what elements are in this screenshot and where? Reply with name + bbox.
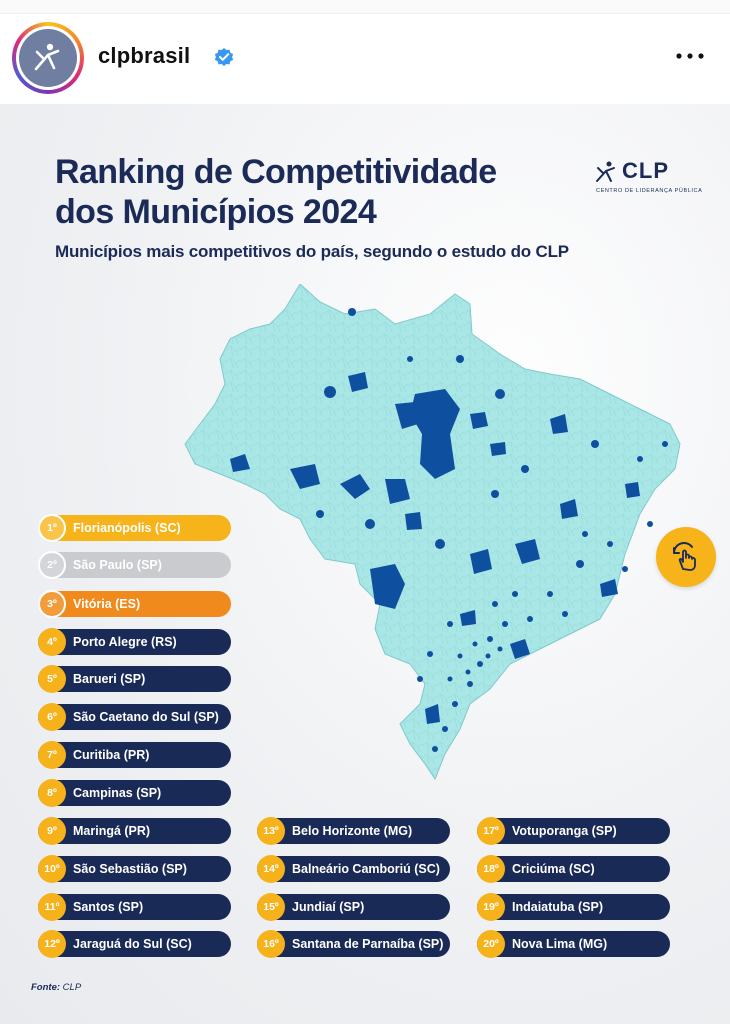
rank-badge: 3º — [38, 590, 66, 618]
municipality-name: Santana de Parnaíba (SP) — [292, 937, 444, 951]
rank-badge: 6º — [38, 703, 66, 731]
avatar — [19, 29, 77, 87]
municipality-name: São Sebastião (SP) — [73, 862, 187, 876]
ranking-item-9: 9º Maringá (PR) — [38, 817, 231, 845]
ranking-item-8: 8º Campinas (SP) — [38, 779, 231, 807]
municipality-name: Belo Horizonte (MG) — [292, 824, 413, 838]
municipality-name: Criciúma (SC) — [512, 862, 595, 876]
ranking-item-6: 6º São Caetano do Sul (SP) — [38, 703, 231, 731]
account-username[interactable]: clpbrasil — [98, 43, 191, 68]
municipality-name: Jaraguá do Sul (SC) — [73, 937, 192, 951]
verified-badge-icon — [214, 48, 234, 66]
rank-badge: 16º — [257, 930, 285, 958]
rank-badge: 12º — [38, 930, 66, 958]
rank-badge: 8º — [38, 779, 66, 807]
rank-badge: 5º — [38, 665, 66, 693]
rank-badge: 20º — [477, 930, 505, 958]
ranking-item-18: 18º Criciúma (SC) — [477, 855, 670, 883]
ranking-item-2: 2º São Paulo (SP) — [38, 551, 231, 579]
post-image[interactable]: Ranking de Competitividade dos Município… — [0, 104, 730, 1024]
more-options-icon — [676, 53, 704, 59]
rank-badge: 13º — [257, 817, 285, 845]
ranking-item-3: 3º Vitória (ES) — [38, 590, 231, 618]
municipality-name: São Paulo (SP) — [73, 558, 162, 572]
clp-logo: CLP CENTRO DE LIDERANÇA PÚBLICA — [594, 158, 704, 204]
source-credit: Fonte: CLP — [31, 982, 81, 993]
rank-badge: 7º — [38, 741, 66, 769]
title-line-2: dos Municípios 2024 — [55, 193, 377, 231]
rank-badge: 1º — [38, 514, 66, 542]
swipe-hand-icon — [673, 542, 696, 571]
ranking-item-4: 4º Porto Alegre (RS) — [38, 628, 231, 656]
municipality-name: Jundiaí (SP) — [292, 900, 365, 914]
ranking-item-10: 10º São Sebastião (SP) — [38, 855, 231, 883]
ranking-item-16: 16º Santana de Parnaíba (SP) — [257, 930, 450, 958]
ranking-item-19: 19º Indaiatuba (SP) — [477, 893, 670, 921]
post-subtitle: Municípios mais competitivos do país, se… — [55, 242, 569, 261]
clp-avatar-logo-icon — [34, 43, 60, 71]
post-title: Ranking de Competitividade dos Município… — [55, 152, 575, 232]
source-label: Fonte: — [31, 982, 61, 993]
municipality-name: Barueri (SP) — [73, 672, 146, 686]
ranking-item-5: 5º Barueri (SP) — [38, 665, 231, 693]
ranking-item-15: 15º Jundiaí (SP) — [257, 893, 450, 921]
swipe-hint-button[interactable] — [656, 527, 716, 587]
highlighted-municipalities — [230, 308, 668, 752]
rank-badge: 19º — [477, 893, 505, 921]
top-status-strip — [0, 0, 730, 14]
rank-badge: 10º — [38, 855, 66, 883]
municipality-name: Florianópolis (SC) — [73, 521, 181, 535]
ranking-item-13: 13º Belo Horizonte (MG) — [257, 817, 450, 845]
ranking-item-7: 7º Curitiba (PR) — [38, 741, 231, 769]
municipality-name: Porto Alegre (RS) — [73, 635, 177, 649]
avatar-story-ring[interactable] — [12, 22, 84, 94]
rank-badge: 9º — [38, 817, 66, 845]
ranking-item-14: 14º Balneário Camboriú (SC) — [257, 855, 450, 883]
ranking-item-11: 11º Santos (SP) — [38, 893, 231, 921]
rank-badge: 2º — [38, 551, 66, 579]
ranking-item-1: 1º Florianópolis (SC) — [38, 514, 231, 542]
title-line-1: Ranking de Competitividade — [55, 153, 497, 191]
rank-badge: 15º — [257, 893, 285, 921]
municipality-name: Campinas (SP) — [73, 786, 162, 800]
municipality-name: Vitória (ES) — [73, 597, 141, 611]
rank-badge: 17º — [477, 817, 505, 845]
source-value: CLP — [62, 982, 82, 993]
ranking-item-20: 20º Nova Lima (MG) — [477, 930, 670, 958]
rank-badge: 14º — [257, 855, 285, 883]
municipality-name: São Caetano do Sul (SP) — [73, 710, 219, 724]
rank-badge: 18º — [477, 855, 505, 883]
clp-figure-icon — [596, 161, 615, 182]
municipality-name: Curitiba (PR) — [73, 748, 150, 762]
municipality-name: Nova Lima (MG) — [512, 937, 608, 951]
rank-badge: 4º — [38, 628, 66, 656]
municipality-name: Balneário Camboriú (SC) — [292, 862, 440, 876]
municipality-name: Votuporanga (SP) — [512, 824, 617, 838]
rank-badge: 11º — [38, 893, 66, 921]
more-options-button[interactable] — [670, 42, 710, 70]
ranking-item-17: 17º Votuporanga (SP) — [477, 817, 670, 845]
ranking-item-12: 12º Jaraguá do Sul (SC) — [38, 930, 231, 958]
clp-logo-subtext: CENTRO DE LIDERANÇA PÚBLICA — [596, 188, 703, 194]
post-header: clpbrasil — [0, 14, 730, 104]
municipality-name: Santos (SP) — [73, 900, 144, 914]
municipality-name: Indaiatuba (SP) — [512, 900, 603, 914]
municipality-name: Maringá (PR) — [73, 824, 151, 838]
clp-logo-text: CLP — [622, 158, 669, 183]
brazil-map — [184, 284, 681, 781]
